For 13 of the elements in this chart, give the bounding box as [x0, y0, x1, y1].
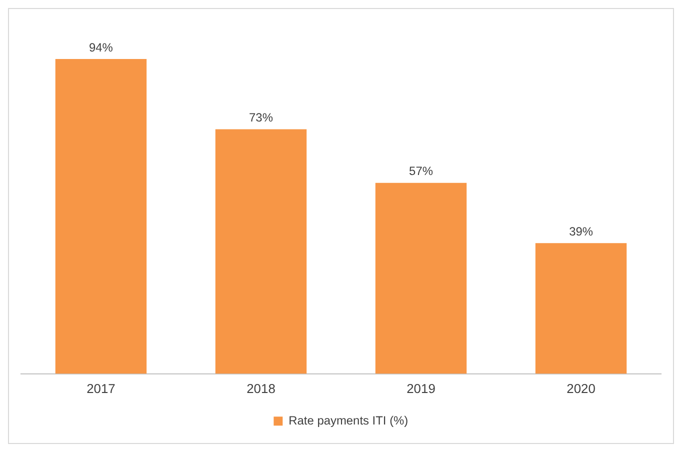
bar	[55, 58, 147, 374]
bar	[215, 129, 307, 374]
bar	[375, 182, 467, 374]
data-label: 57%	[409, 164, 434, 178]
x-tick-label: 2019	[406, 381, 436, 396]
x-tick-label: 2020	[566, 381, 596, 396]
bar	[535, 243, 627, 374]
legend-label: Rate payments ITI (%)	[288, 413, 408, 428]
x-tick-label: 2017	[86, 381, 116, 396]
data-label: 39%	[569, 224, 594, 238]
data-label: 94%	[89, 40, 114, 54]
x-tick-label: 2018	[246, 381, 276, 396]
data-label: 73%	[249, 110, 274, 125]
